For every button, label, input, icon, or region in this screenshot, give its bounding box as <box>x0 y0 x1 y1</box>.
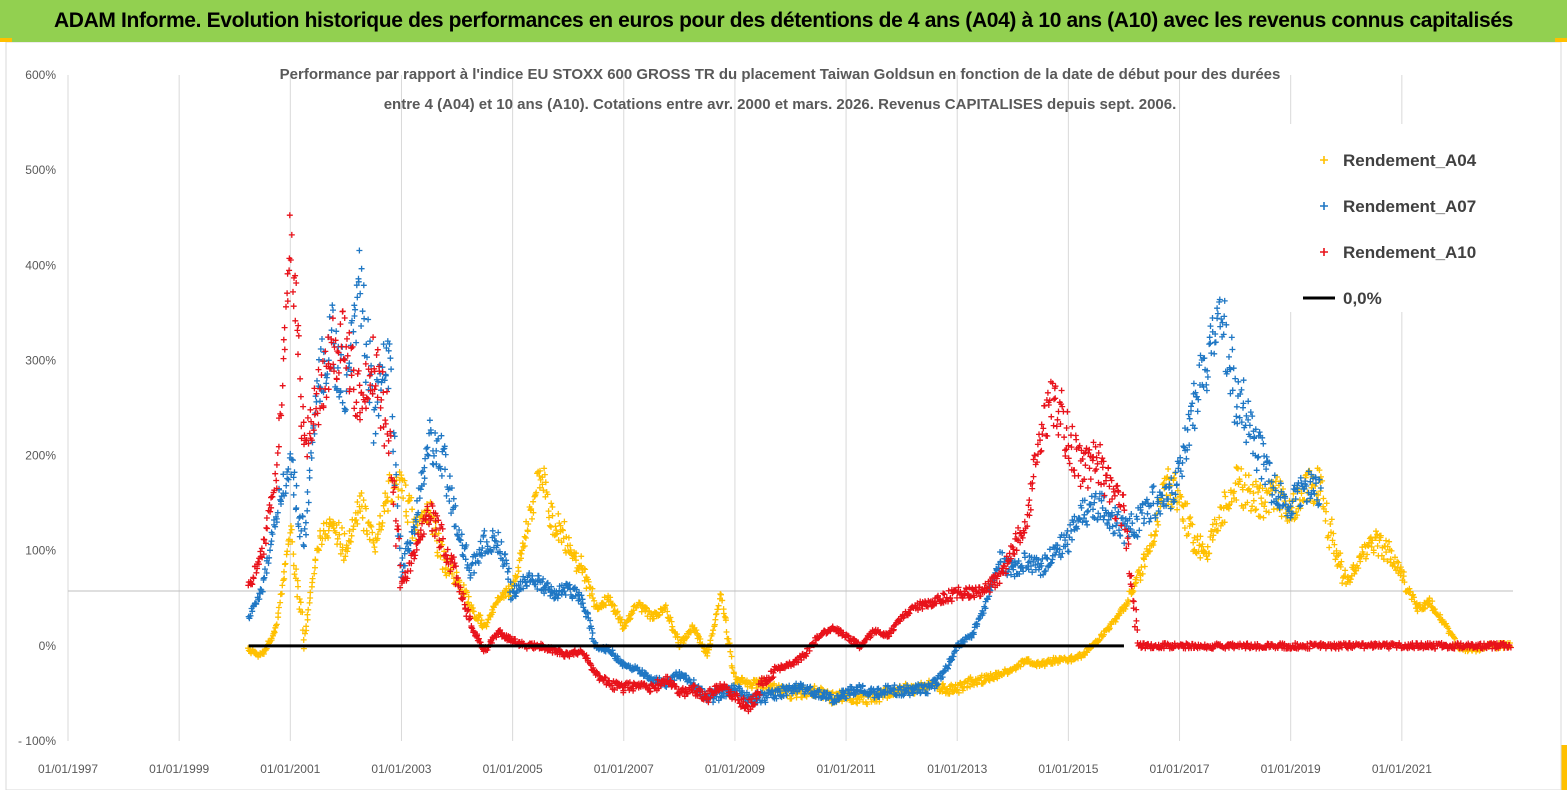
x-tick-label: 01/01/2009 <box>705 762 765 776</box>
legend-label: Rendement_A10 <box>1343 243 1476 262</box>
y-tick-label: 100% <box>25 544 56 558</box>
legend-swatch <box>1320 202 1328 210</box>
y-tick-label: 600% <box>25 68 56 82</box>
legend-label: Rendement_A04 <box>1343 151 1477 170</box>
legend-box <box>1280 124 1504 312</box>
corner-mark-bottom-right <box>1561 745 1567 790</box>
x-tick-label: 01/01/2021 <box>1372 762 1432 776</box>
y-tick-label: 0% <box>39 639 57 653</box>
x-tick-label: 01/01/2019 <box>1261 762 1321 776</box>
x-tick-label: 01/01/2011 <box>816 762 875 776</box>
legend-label: Rendement_A07 <box>1343 197 1476 216</box>
page-title: ADAM Informe. Evolution historique des p… <box>53 9 1513 32</box>
corner-mark-left <box>0 38 12 42</box>
x-tick-label: 01/01/1997 <box>38 762 98 776</box>
y-tick-label: 500% <box>25 163 56 177</box>
y-tick-label: - 100% <box>18 734 56 748</box>
chart-title-line1: Performance par rapport à l'indice EU ST… <box>280 66 1281 83</box>
legend-label: 0,0% <box>1343 289 1382 308</box>
x-tick-label: 01/01/2013 <box>927 762 987 776</box>
x-axis-ticks: 01/01/1997 01/01/1999 01/01/2001 01/01/2003… <box>38 762 1432 776</box>
chart: - 100% 0% 100% 200% 300% 400% 500% 600% 01/01/1… <box>5 42 1562 790</box>
y-tick-label: 400% <box>25 258 56 272</box>
legend-swatch <box>1320 156 1328 164</box>
chart-title-line2: entre 4 (A04) et 10 ans (A10). Cotations… <box>384 96 1177 113</box>
x-tick-label: 01/01/2015 <box>1038 762 1098 776</box>
x-tick-label: 01/01/2017 <box>1150 762 1210 776</box>
x-tick-label: 01/01/1999 <box>149 762 209 776</box>
y-tick-label: 200% <box>25 449 56 463</box>
plot-area <box>245 212 1514 715</box>
x-tick-label: 01/01/2007 <box>594 762 654 776</box>
x-tick-label: 01/01/2005 <box>483 762 543 776</box>
x-tick-label: 01/01/2003 <box>371 762 431 776</box>
corner-mark-right <box>1555 38 1567 42</box>
legend: Rendement_A04 Rendement_A07 Rendement_A10 0… <box>1280 124 1504 312</box>
title-banner <box>0 0 1567 42</box>
legend-swatch <box>1320 248 1328 256</box>
x-tick-label: 01/01/2001 <box>260 762 320 776</box>
y-axis-ticks: - 100% 0% 100% 200% 300% 400% 500% 600% <box>18 68 56 748</box>
y-tick-label: 300% <box>25 353 56 367</box>
